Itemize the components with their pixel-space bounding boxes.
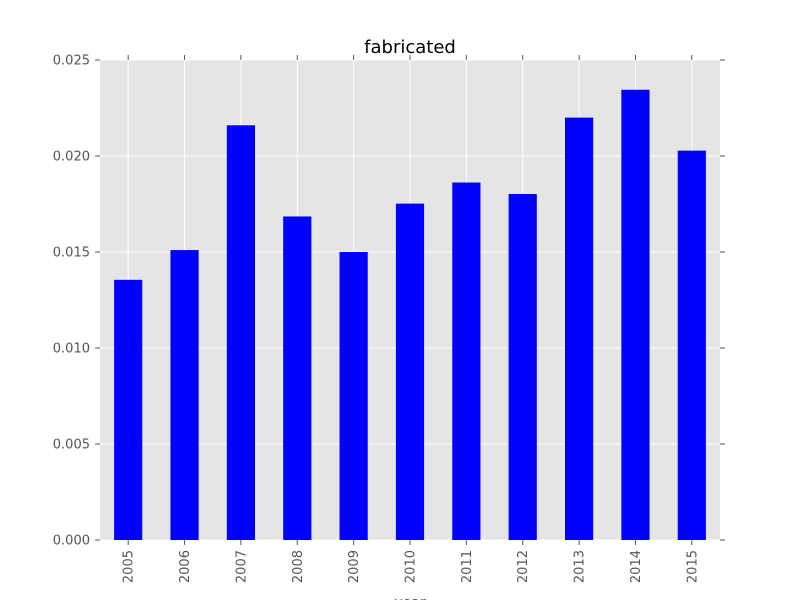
y-tick-label: 0.025 — [53, 54, 90, 69]
x-tick-label: 2006 — [178, 550, 193, 583]
x-tick-label: 2009 — [347, 550, 362, 583]
bar-2011 — [452, 182, 481, 540]
bar-2010 — [395, 203, 425, 540]
bar-2006 — [170, 250, 199, 540]
x-tick-label: 2015 — [685, 550, 700, 583]
y-tick-label: 0.020 — [53, 150, 90, 165]
x-tick-label: 2007 — [234, 550, 249, 583]
bar-2014 — [621, 89, 650, 540]
y-tick-labels: 0.000 0.005 0.010 0.015 0.020 0.025 — [53, 54, 90, 549]
x-tick-label: 2008 — [291, 550, 306, 583]
bar-2012 — [508, 194, 537, 541]
x-tick-label: 2012 — [516, 550, 531, 583]
x-axis-label: year — [394, 595, 425, 600]
x-tick-label: 2010 — [404, 550, 419, 583]
bar-2015 — [677, 150, 706, 540]
bar-2013 — [565, 117, 594, 540]
bar-2009 — [339, 252, 368, 540]
x-tick-labels: 2005 2006 2007 2008 2009 2010 2011 2012 2013 2014… — [122, 550, 701, 583]
y-tick-label: 0.010 — [53, 342, 90, 357]
y-tick-label: 0.015 — [53, 246, 90, 261]
x-tick-label: 2014 — [629, 550, 644, 583]
y-tick-label: 0.000 — [53, 534, 90, 549]
y-tick-label: 0.005 — [53, 438, 90, 453]
bar-2007 — [226, 125, 255, 540]
bar-2005 — [114, 279, 143, 540]
x-tick-label: 2013 — [573, 550, 588, 583]
bars — [114, 89, 706, 541]
tick-marks — [95, 55, 725, 545]
x-tick-label: 2005 — [122, 550, 137, 583]
chart-title: fabricated — [364, 37, 456, 58]
bar-2008 — [283, 216, 312, 541]
x-tick-label: 2011 — [460, 550, 475, 583]
